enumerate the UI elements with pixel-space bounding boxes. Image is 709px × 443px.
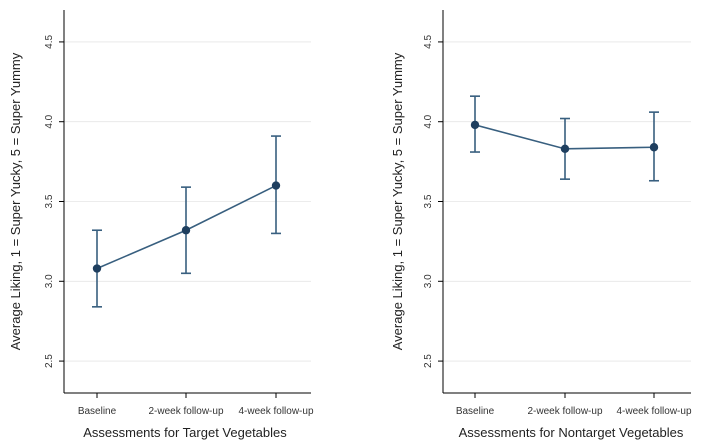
data-point	[271, 181, 281, 190]
x-tick-label: Baseline	[78, 406, 117, 417]
y-tick-label: 4.5	[423, 35, 434, 49]
y-tick-label: 3.0	[44, 274, 55, 288]
left-chart-panel: 2.5 3.0 3.5 4.0 4.5 Baseline 2-week follow-up 4…	[8, 10, 314, 440]
y-tick-label: 4.5	[44, 35, 55, 49]
y-tick-label: 4.0	[423, 114, 434, 128]
y-tick-label: 2.5	[423, 354, 434, 368]
x-tick-label: 4-week follow-up	[238, 406, 313, 417]
data-point	[649, 143, 659, 152]
y-tick-label: 3.5	[423, 194, 434, 208]
x-axis-title: Assessments for Nontarget Vegetables	[459, 425, 684, 440]
y-tick-label: 4.0	[44, 114, 55, 128]
x-tick-label: 4-week follow-up	[616, 406, 691, 417]
x-tick-label: Baseline	[456, 406, 495, 417]
y-tick-label: 2.5	[44, 354, 55, 368]
data-point	[470, 120, 480, 130]
x-axis-title: Assessments for Target Vegetables	[83, 425, 287, 440]
data-point	[92, 264, 102, 273]
y-tick-label: 3.0	[423, 274, 434, 288]
data-point	[560, 144, 570, 154]
x-tick-label: 2-week follow-up	[527, 406, 602, 417]
y-tick-label: 3.5	[44, 194, 55, 208]
y-axis-title: Average Liking, 1 = Super Yucky, 5 = Sup…	[8, 52, 23, 350]
y-axis-title: Average Liking, 1 = Super Yucky, 5 = Sup…	[390, 52, 405, 350]
right-chart-panel: 2.5 3.0 3.5 4.0 4.5 Baseline 2-week follow-up 4…	[390, 10, 692, 440]
x-tick-label: 2-week follow-up	[148, 406, 223, 417]
data-point	[181, 226, 191, 235]
